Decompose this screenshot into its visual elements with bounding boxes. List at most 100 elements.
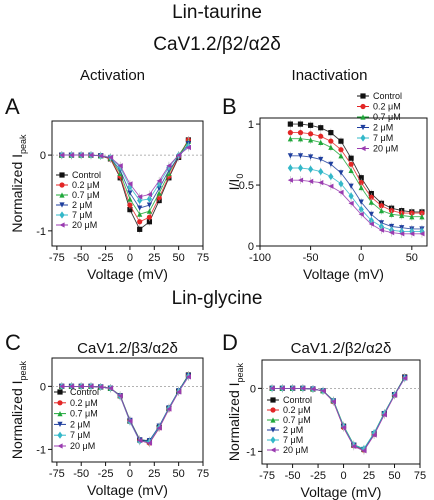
data-point [127,196,133,202]
legend-marker [59,211,65,219]
series-line [290,138,422,218]
legend-marker [57,389,63,395]
data-point [137,211,143,217]
y-axis-label: Normalized Ipeak [226,362,245,461]
chart-panel-d: D CaV1.2/β2/α2δ -75 -50 -25 0 25 50 75 -1 0 Voltage… [222,330,426,500]
data-point [419,231,425,237]
legend-label: 0.2 μM [70,398,98,408]
y-tick-label: 0 [250,383,256,395]
data-point [88,152,94,158]
x-axis-label: Voltage (mV) [301,484,382,500]
panel-label: C [5,330,21,355]
x-tick-label: -50 [73,252,89,264]
series-line [290,167,422,232]
legend-marker [270,417,276,423]
data-point [399,212,405,219]
data-point [68,152,75,158]
data-point [137,437,143,444]
data-point [340,424,347,431]
x-tick-label: 0 [358,252,364,264]
data-point [348,161,354,167]
y-axis-label-subscript: peak [18,360,28,380]
data-point [127,207,133,213]
legend-label: 2 μM [72,200,92,210]
legend-marker [57,421,63,427]
data-point [328,144,334,150]
legend-label: 0.2 μM [373,102,401,112]
data-point [388,229,395,236]
x-tick-label: 50 [388,470,400,482]
data-point [297,177,304,183]
data-point [287,130,293,136]
legend-label: 0.7 μM [283,415,311,425]
data-point [328,161,334,167]
data-point [117,163,123,169]
data-point [98,384,104,390]
x-tick-label: 0 [127,252,133,264]
data-point [318,133,324,139]
chart-title: CaV1.2/β2/α2δ [291,340,392,357]
data-point [338,147,344,153]
x-tick-label: 75 [197,468,209,480]
data-point [308,137,314,143]
legend-marker [59,202,65,208]
legend-label: 0.2 μM [283,405,311,415]
legend-marker [360,114,366,120]
data-point [381,412,387,418]
data-point [371,432,377,438]
y-axis-label-subscript: 0 [235,174,245,179]
plot-frame [261,359,421,465]
data-point [338,189,344,195]
data-point [287,164,293,172]
data-point [176,389,182,395]
chart-panel-a: A Activation -75 -50 -25 0 25 50 75 -1 0 Voltage (m… [5,67,209,282]
x-tick-label: -50 [303,252,319,264]
legend-marker [59,222,65,228]
data-point [328,183,334,189]
data-point [297,136,304,142]
legend-label: 2 μM [283,425,303,435]
legend-marker [270,447,276,453]
data-point [176,152,182,158]
legend-label: Control [72,170,101,180]
data-point [107,154,114,160]
legend-label: 0.2 μM [72,180,100,190]
y-tick-label: -1 [246,446,256,458]
data-point [358,184,364,191]
data-point [409,231,415,237]
legend-label: Control [283,395,312,405]
data-point [318,139,324,145]
data-point [146,208,153,214]
data-point [146,191,153,198]
plot-frame [51,120,204,247]
data-point [156,425,162,431]
data-point [287,177,293,183]
y-tick-label: 0.5 [239,180,254,192]
data-point [78,152,84,158]
data-point [156,185,162,192]
x-tick-label: 0 [340,470,346,482]
figure-title: Lin-taurine [172,2,262,23]
data-point [328,130,334,136]
legend-label: 7 μM [283,435,303,445]
y-tick-label: 0 [40,150,46,162]
data-point [330,399,336,405]
data-point [419,214,425,220]
data-point [156,178,162,184]
data-point [287,153,293,159]
data-point [378,227,385,233]
y-axis-label-subscript: peak [18,134,28,154]
x-tick-label: 50 [406,252,418,264]
x-axis-label: Voltage (mV) [303,266,384,282]
legend-marker [360,134,366,142]
data-point [368,221,374,227]
series-5 [59,143,191,201]
data-point [146,440,153,446]
legend-marker [57,431,63,439]
legend-marker [270,397,276,403]
data-point [338,170,344,176]
data-point [368,211,374,217]
data-point [308,154,314,160]
